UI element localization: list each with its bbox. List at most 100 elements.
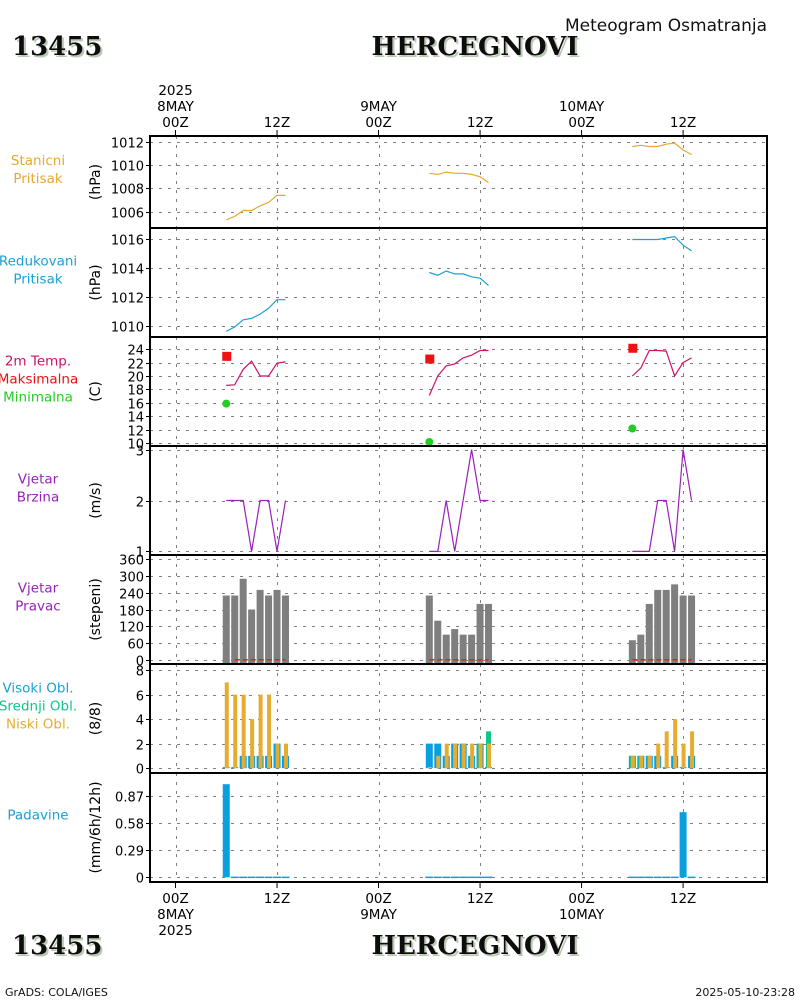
wind-direction-bar [468,634,476,664]
y-tick-label: 16 [127,398,144,413]
y-tick-label: 0 [136,872,144,887]
panel-cloud-cover: 0 2 4 6 8 (8/8) Visoki Obl. Srednji Obl. Niski O… [0,663,768,778]
top-x-tick-label: 00Z [162,115,188,131]
y-tick-label: 2 [136,496,144,511]
bottom-x-tick-label: 10MAY [559,907,605,923]
y-axis-unit-label: (mm/6h/12h) [88,781,104,873]
grads-credit: GrADS: COLA/IGES [5,986,108,999]
top-x-tick-label: 12Z [264,115,290,131]
panel-wind-speed: 1 2 3 (m/s) Vjetar Brzina [17,445,768,561]
wind-direction-bar [442,634,450,664]
series-line-2m-temp- [226,360,286,386]
low-cloud-bar [639,755,644,769]
y-tick-label: 2 [136,739,144,754]
panel-precipitation: 0 0.29 0.58 0.87 (mm/6h/12h) Padavine [7,772,768,887]
top-x-tick-label: 12Z [467,115,493,131]
panel-legend-label: Vjetar [18,581,59,597]
y-tick-label: 20 [127,371,144,386]
bottom-x-tick-label: 2025 [158,923,192,939]
panel-frame [149,336,768,447]
low-cloud-bar [630,755,635,769]
y-tick-label: 240 [119,588,144,603]
panel-frame [149,135,768,229]
y-tick-label: 18 [127,384,144,399]
series-line-vjetar-brzina [226,499,287,552]
series-line-redukovani-pritisak [632,235,692,252]
y-tick-label: 0.58 [115,818,144,833]
wind-direction-bar [654,589,662,664]
y-tick-label: 6 [136,690,144,705]
series-line-redukovani-pritisak [226,299,286,332]
y-tick-label: 1014 [111,263,144,278]
y-tick-label: 0 [136,655,144,670]
y-tick-label: 180 [119,605,144,620]
low-cloud-bar [478,743,483,769]
panel-legend-label: Pritisak [13,272,63,288]
y-tick-label: 12 [127,425,144,440]
y-axis-unit-label: (m/s) [88,482,104,519]
panel-legend-label: Brzina [17,490,59,506]
low-cloud-bar [224,682,229,769]
wind-direction-bar [248,609,256,664]
y-tick-label: 24 [127,344,144,359]
low-cloud-bar [283,743,288,769]
wind-direction-bar [239,578,247,664]
wind-direction-bar [662,589,670,664]
panel-legend-label: Visoki Obl. [2,681,73,697]
render-timestamp: 2025-05-10-23:28 [695,986,795,999]
wind-direction-bar [637,634,645,664]
y-axis-unit-label: (stepeni) [88,578,104,641]
y-tick-label: 1 [136,546,144,561]
wind-direction-bar [222,595,230,664]
panel-legend-label: Minimalna [3,390,73,406]
panels: 1006100810101012(hPa)StanicniPritisak101… [0,135,768,887]
low-cloud-bar [647,755,652,769]
min-temp-marker [425,437,434,446]
wind-direction-bar [688,595,696,664]
wind-direction-bar [265,595,273,664]
bottom-x-tick-label: 9MAY [360,907,397,923]
low-cloud-bar [673,719,678,769]
series-line-vjetar-brzina [632,449,693,553]
wind-direction-bar [281,595,289,664]
bottom-x-tick-label: 12Z [670,891,696,907]
wind-direction-bar [451,629,459,664]
precipitation-bar [222,784,230,878]
panel-legend-label: Redukovani [0,254,77,270]
y-tick-label: 360 [119,554,144,569]
max-temp-marker [628,343,638,353]
series-line-stanicni-pritisak [429,171,489,184]
series-line-redukovani-pritisak [429,270,489,286]
series-line-stanicni-pritisak [632,142,692,156]
wind-direction-bar [231,595,239,664]
y-tick-label: 10 [127,438,144,453]
panel-legend-label: 2m Temp. [5,354,71,370]
y-tick-label: 1006 [111,207,144,222]
low-cloud-bar [664,731,669,769]
wind-direction-bar [476,603,484,664]
low-cloud-bar [233,694,238,769]
wind-direction-bar [434,620,442,664]
max-temp-marker [425,354,435,364]
y-tick-label: 14 [127,411,144,426]
min-temp-marker [222,399,231,408]
y-tick-label: 1010 [111,321,144,336]
y-tick-label: 60 [127,638,144,653]
low-cloud-bar [690,731,695,769]
y-tick-label: 300 [119,571,144,586]
y-axis-unit-label: (hPa) [88,164,104,200]
top-x-tick-label: 12Z [670,115,696,131]
y-tick-label: 3 [136,445,144,460]
panel-legend-label: Pritisak [13,171,63,187]
low-cloud-bar [436,755,441,769]
panel-legend-label: Maksimalna [0,372,78,388]
bottom-x-tick-label: 8MAY [157,907,194,923]
y-axis-unit-label: (8/8) [88,702,104,735]
y-tick-label: 0 [136,763,144,778]
series-line-2m-temp- [428,349,489,396]
low-cloud-bar [241,694,246,769]
